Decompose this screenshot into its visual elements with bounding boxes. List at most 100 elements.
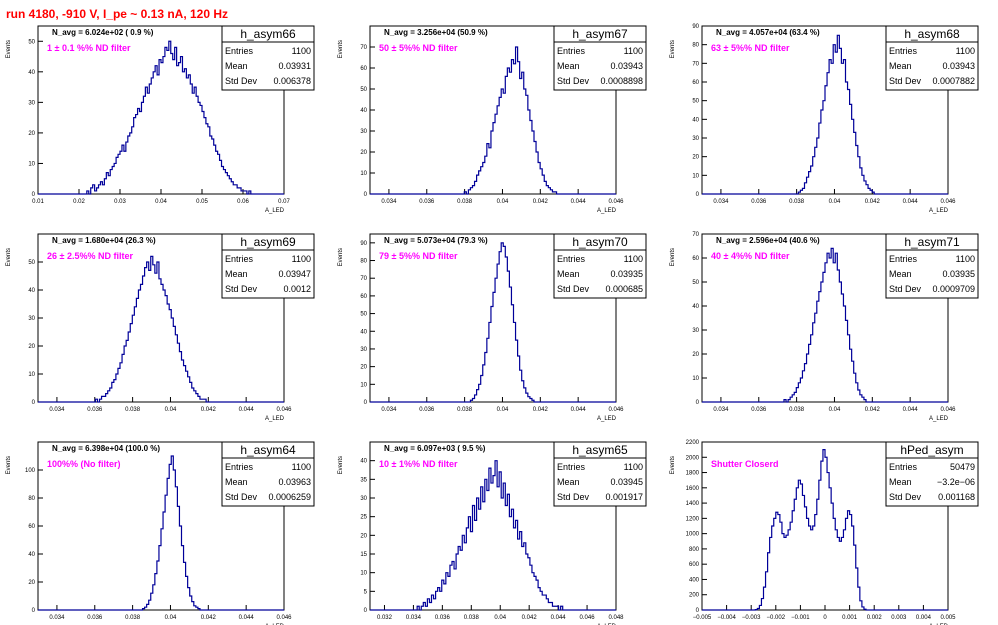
- stats-value: 1100: [956, 254, 975, 264]
- y-tick-label: 30: [360, 347, 367, 353]
- x-tick-label: 0.046: [608, 407, 624, 413]
- stats-label: Entries: [225, 46, 254, 56]
- stats-label: Mean: [225, 269, 248, 279]
- y-tick-label: 30: [360, 496, 367, 502]
- stats-label: Std Dev: [225, 492, 258, 502]
- stats-label: Mean: [557, 61, 580, 71]
- y-tick-label: 70: [360, 276, 367, 282]
- x-tick-label: 0.036: [751, 407, 767, 413]
- x-tick-label: 0.044: [551, 615, 567, 621]
- y-axis-label: Events: [6, 40, 12, 58]
- y-tick-label: 10: [360, 382, 367, 388]
- y-tick-label: 50: [692, 99, 699, 105]
- x-tick-label: 0.042: [533, 199, 549, 205]
- x-tick-label: 0.042: [865, 199, 881, 205]
- x-tick-label: 0.038: [789, 407, 805, 413]
- x-tick-label: 0.04: [497, 407, 509, 413]
- x-axis-label: A_LED: [929, 208, 949, 214]
- x-tick-label: 0.048: [608, 615, 624, 621]
- stats-value: 1100: [624, 46, 643, 56]
- x-axis-label: A_LED: [265, 416, 285, 422]
- stats-label: Entries: [557, 254, 586, 264]
- stats-value: 0.03947: [278, 269, 311, 279]
- histogram-line: [370, 46, 616, 195]
- y-tick-label: 30: [360, 129, 367, 135]
- stats-label: Mean: [557, 477, 580, 487]
- histogram-line: [702, 247, 948, 403]
- y-tick-label: 1600: [686, 486, 700, 492]
- stats-value: 0.03945: [610, 477, 643, 487]
- x-tick-label: 0.044: [571, 199, 587, 205]
- y-tick-label: 20: [692, 352, 699, 358]
- x-tick-label: 0.004: [916, 615, 932, 621]
- y-tick-label: 25: [360, 515, 367, 521]
- y-tick-label: 10: [28, 372, 35, 378]
- x-tick-label: 0.038: [125, 407, 141, 413]
- x-tick-label: 0.044: [571, 407, 587, 413]
- x-tick-label: 0.042: [201, 407, 217, 413]
- y-tick-label: 60: [28, 524, 35, 530]
- navg-label: N_avg = 2.596e+04 (40.6 %): [716, 236, 820, 245]
- x-tick-label: 0.038: [457, 199, 473, 205]
- stats-label: Entries: [557, 462, 586, 472]
- y-tick-label: 80: [360, 259, 367, 265]
- stats-box-frame: [885, 233, 979, 299]
- histogram-name: h_asym68: [904, 27, 960, 41]
- histogram-line: [702, 449, 948, 611]
- y-tick-label: 60: [692, 256, 699, 262]
- filter-label: 40 ± 4%% ND filter: [711, 251, 790, 261]
- filter-label: 100%% (No filter): [47, 459, 121, 469]
- x-tick-label: 0.034: [381, 199, 397, 205]
- plot-frame: [701, 233, 949, 403]
- x-tick-label: 0.036: [419, 199, 435, 205]
- y-tick-label: 50: [28, 260, 35, 266]
- x-tick-label: −0.001: [791, 615, 810, 621]
- y-tick-label: 30: [692, 328, 699, 334]
- y-tick-label: 60: [360, 294, 367, 300]
- filter-label: 79 ± 5%% ND filter: [379, 251, 458, 261]
- y-tick-label: 1000: [686, 532, 700, 538]
- x-tick-label: 0.044: [903, 407, 919, 413]
- stats-box: h_asym70 Entries 1100 Mean 0.03935 Std Dev 0.0…: [553, 233, 647, 299]
- x-tick-label: 0.046: [276, 407, 292, 413]
- y-tick-label: 50: [360, 312, 367, 318]
- x-axis-label: A_LED: [929, 416, 949, 422]
- stats-box-frame: [221, 233, 315, 299]
- y-tick-label: 20: [28, 580, 35, 586]
- stats-label: Mean: [889, 477, 912, 487]
- stats-value: 0.0006259: [268, 492, 311, 502]
- stats-box-frame: [221, 25, 315, 91]
- x-tick-label: 0.05: [196, 199, 208, 205]
- x-tick-label: 0.002: [867, 615, 883, 621]
- stats-box: h_asym65 Entries 1100 Mean 0.03945 Std Dev 0.0…: [553, 441, 647, 507]
- x-tick-label: 0.044: [903, 199, 919, 205]
- stats-label: Std Dev: [889, 284, 922, 294]
- y-tick-label: 50: [692, 280, 699, 286]
- filter-label: 50 ± 5%% ND filter: [379, 43, 458, 53]
- histogram-panel-hPed_asym: −0.005 −0.004 −0.003 −0.002 −0.001 0 0.001 0.00…: [670, 440, 979, 625]
- y-tick-label: 400: [689, 577, 700, 583]
- x-tick-label: 0.046: [608, 199, 624, 205]
- stats-value: 0.0012: [283, 284, 311, 294]
- x-tick-label: 0.01: [32, 199, 44, 205]
- navg-label: N_avg = 6.398e+04 (100.0 %): [52, 444, 160, 453]
- y-tick-label: 60: [360, 66, 367, 72]
- histogram-name: h_asym70: [572, 235, 628, 249]
- stats-box-frame: [885, 441, 979, 507]
- stats-box: h_asym69 Entries 1100 Mean 0.03947 Std Dev 0.0…: [221, 233, 315, 299]
- stats-value: 0.03943: [942, 61, 975, 71]
- x-tick-label: 0.034: [713, 199, 729, 205]
- y-axis-label: Events: [6, 456, 12, 474]
- x-tick-label: 0.046: [940, 199, 956, 205]
- stats-label: Mean: [557, 269, 580, 279]
- histogram-panel-h_asym71: 0.034 0.036 0.038 0.04 0.042 0.044 0.046 0 10 20 3…: [670, 232, 979, 422]
- stats-label: Mean: [889, 269, 912, 279]
- x-tick-label: 0.042: [865, 407, 881, 413]
- y-tick-label: 0: [364, 608, 368, 614]
- stats-value: 0.0007882: [932, 76, 975, 86]
- y-axis-label: Events: [670, 40, 676, 58]
- x-tick-label: 0.03: [114, 199, 126, 205]
- histogram-panel-h_asym67: 0.034 0.036 0.038 0.04 0.042 0.044 0.046 0 10 20 3…: [338, 25, 647, 214]
- filter-label: Shutter Closerd: [711, 459, 779, 469]
